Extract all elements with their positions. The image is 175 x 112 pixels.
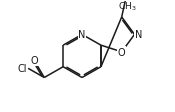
Text: N: N (78, 30, 86, 40)
Text: CH$_3$: CH$_3$ (118, 0, 136, 13)
Text: O: O (118, 47, 125, 57)
Text: O: O (31, 56, 38, 66)
Text: N: N (135, 30, 142, 40)
Text: Cl: Cl (18, 64, 27, 74)
